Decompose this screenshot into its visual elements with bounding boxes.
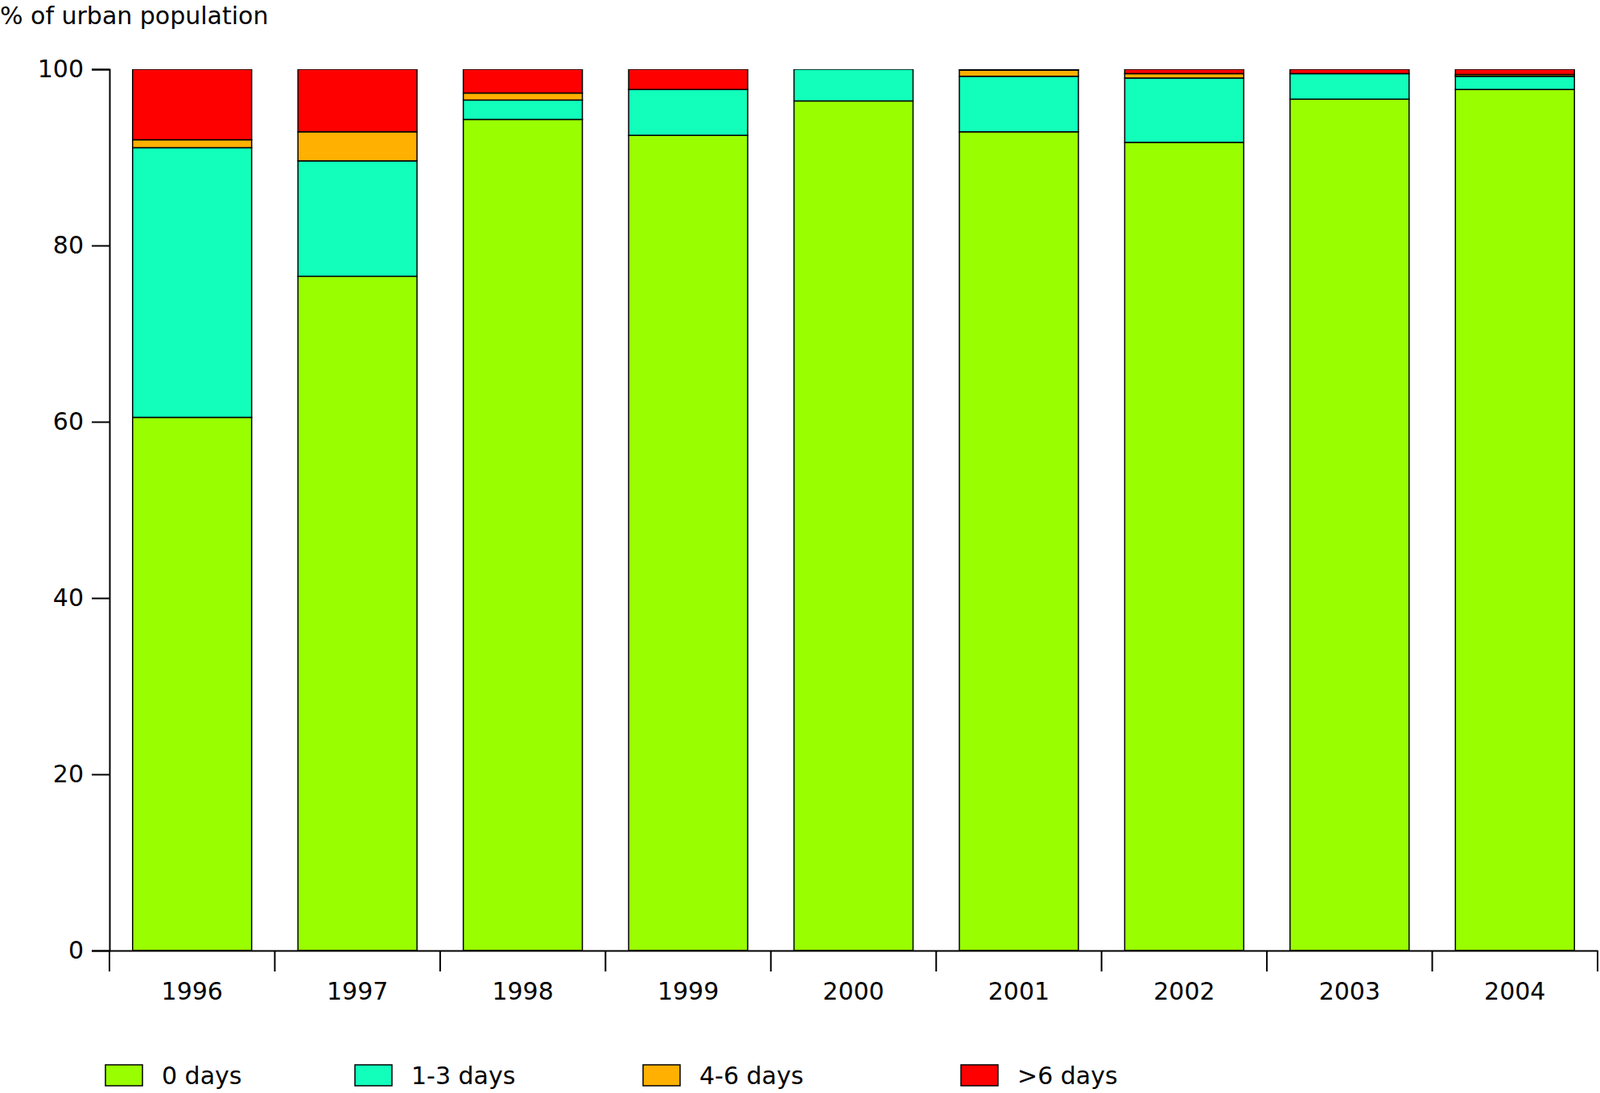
bar-segment [132,140,252,149]
x-tick-label: 2000 [822,977,884,1006]
bar-segment [297,131,417,161]
y-tick: 100 [37,54,110,83]
bar-segment [1455,89,1575,951]
x-tick: 1997 [326,950,388,1006]
bar-segment [463,69,583,94]
bar-segment [794,69,914,101]
legend: 0 days 1-3 days 4-6 days >6 days [105,1061,1118,1090]
y-tick-label: 80 [53,230,84,260]
y-tick-mark [91,69,110,71]
bar-segment [794,69,914,71]
x-tick-label: 2003 [1319,977,1381,1006]
x-tick: 2001 [988,950,1050,1006]
x-tick-label: 2002 [1153,977,1215,1006]
y-tick: 60 [53,407,110,436]
band-divider [935,950,937,972]
bar-segment [794,100,914,951]
band-divider [1596,950,1599,972]
bar-segment [1124,142,1244,951]
y-tick: 40 [53,583,110,612]
legend-label: 4-6 days [699,1061,804,1090]
band-divider [770,950,772,972]
y-tick-label: 20 [53,759,84,788]
legend-swatch [354,1064,392,1086]
legend-swatch [960,1064,998,1086]
legend-swatch [643,1064,681,1086]
x-tick: 1999 [657,950,719,1006]
band-divider [1265,950,1268,972]
y-tick-mark [91,774,110,776]
y-tick-label: 0 [68,936,84,965]
x-tick: 1998 [491,950,553,1006]
x-tick-label: 1999 [657,977,719,1006]
bar-segment [297,69,417,132]
bar-segment [959,70,1079,77]
band-divider [273,950,276,972]
y-tick-mark [91,245,110,248]
legend-label: 0 days [161,1061,242,1090]
x-tick-label: 1998 [491,977,553,1006]
bar-segment [1124,73,1244,78]
y-tick-label: 40 [53,583,84,612]
bar-segment [628,69,748,90]
bar-segment [1455,76,1575,90]
band-divider [108,950,111,972]
bar-segment [1290,73,1410,99]
y-tick: 80 [53,230,110,260]
plot-area [132,69,1575,951]
bar-segment [1290,69,1410,74]
bar-segment [132,69,252,141]
band-divider [1431,950,1434,972]
bar-segment [132,147,252,417]
x-tick-label: 1997 [326,977,388,1006]
x-tick: 2000 [822,950,884,1006]
x-tick: 2003 [1319,950,1381,1006]
x-tick: 2004 [1484,950,1546,1006]
x-tick-label: 1996 [161,977,223,1006]
bar-segment [1124,69,1244,74]
band-divider [604,950,607,972]
y-tick-mark [91,950,110,953]
band-divider [439,950,442,972]
bar-segment [1124,78,1244,143]
legend-label: 1-3 days [411,1061,516,1090]
y-tick-mark [91,597,110,600]
bar-segment [463,93,583,101]
y-axis-title: % of urban population [0,1,269,30]
y-axis: 0 20 40 60 80 100 [37,54,111,965]
bar-segment [132,417,252,951]
x-tick: 1996 [161,950,223,1006]
x-tick-label: 2001 [988,977,1050,1006]
y-tick: 20 [53,759,110,788]
bar-segment [959,69,1079,71]
x-axis-line [110,950,1599,953]
chart: 0 20 40 60 80 100 1996 1997 1998 1999 2000 2001 2002… [0,0,1600,1093]
x-axis: 1996 1997 1998 1999 2000 2001 2002 2003 2004 [110,950,1599,1006]
y-tick-label: 60 [53,407,84,436]
legend-label: >6 days [1017,1061,1118,1090]
y-tick-label: 100 [37,54,84,83]
bar-segment [463,119,583,951]
bar-segment [1455,69,1575,75]
x-tick-label: 2004 [1484,977,1546,1006]
bar-segment [794,69,914,71]
bar-segment [1290,98,1410,951]
x-tick: 2002 [1153,950,1215,1006]
y-tick: 0 [68,936,110,965]
y-tick-mark [91,421,110,424]
bar-segment [628,135,748,951]
legend-swatch [105,1064,143,1086]
bar-segment [463,99,583,120]
band-divider [1101,950,1103,972]
bar-segment [297,276,417,951]
bar-segment [628,89,748,136]
y-axis-line [91,70,111,952]
bar-segment [959,76,1079,132]
bar-segment [959,131,1079,951]
bar-segment [297,160,417,277]
